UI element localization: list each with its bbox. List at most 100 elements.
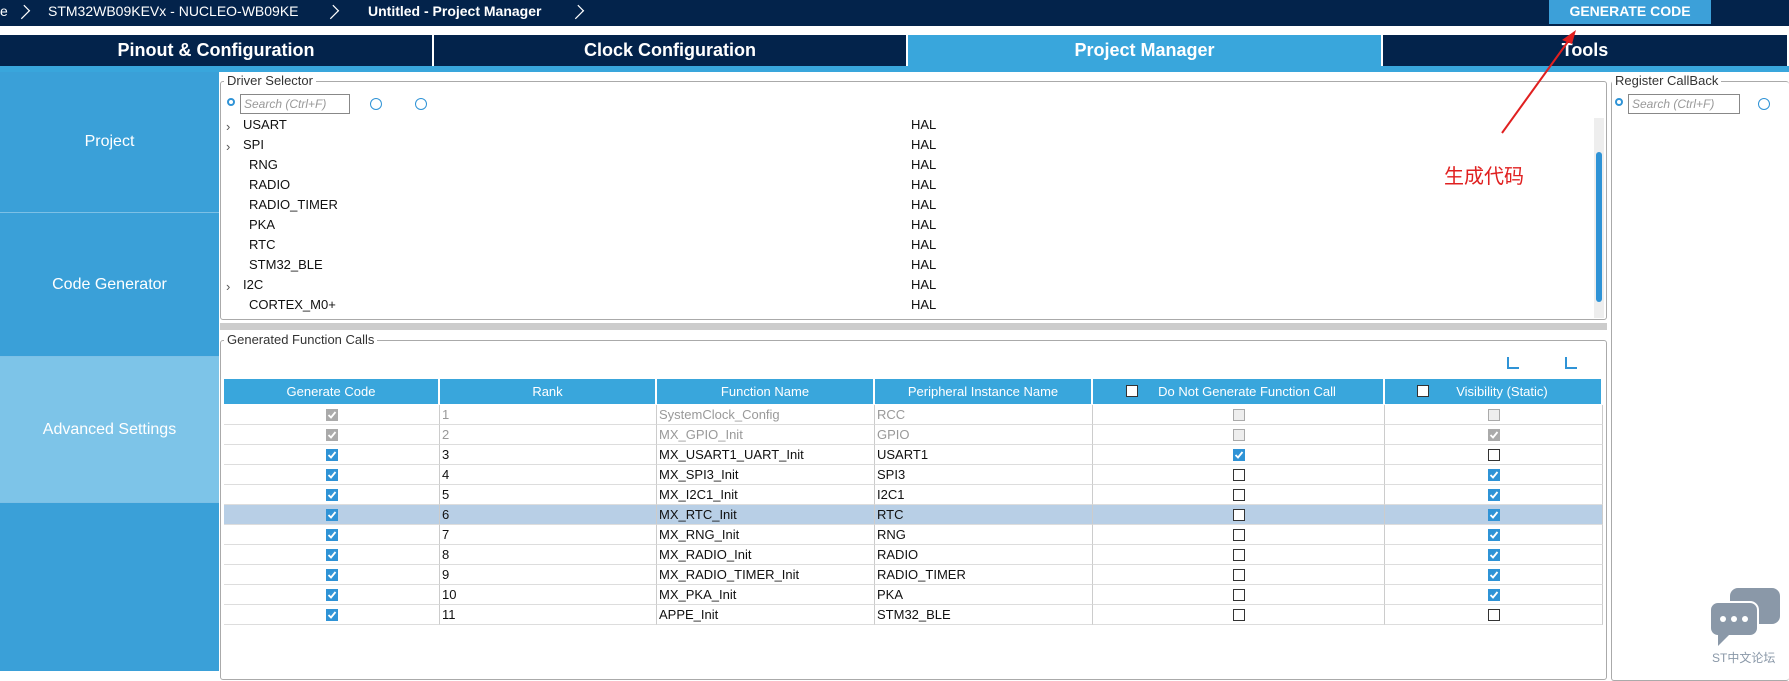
nav-button[interactable] [1758,98,1770,110]
group-title: Generated Function Calls [224,332,378,347]
checkbox[interactable] [326,589,338,601]
tab[interactable]: Project Manager [908,35,1383,66]
breadcrumb[interactable]: e [0,3,8,19]
checkbox[interactable] [1416,385,1429,397]
sidebar-item[interactable]: Code Generator [0,213,219,357]
search-box[interactable]: Search (Ctrl+F) [240,94,350,114]
expand-arrow[interactable]: › [226,139,231,154]
checkbox[interactable] [1233,609,1245,621]
search-icon [1615,98,1623,106]
sort-button[interactable] [1565,357,1577,369]
arrow [1501,30,1576,134]
nav-button[interactable] [370,98,382,110]
driver-type: HAL [911,297,937,312]
table-cell: 6 [440,505,657,525]
check [327,411,337,419]
checkbox[interactable] [1488,529,1500,541]
checkbox[interactable] [1233,469,1245,481]
annotation-arrow [1500,30,1580,135]
checkbox[interactable] [326,609,338,621]
driver-selector [220,81,1607,320]
table-cell: 7 [440,525,657,545]
checkbox[interactable] [326,469,338,481]
table-cell: MX_RTC_Init [657,505,875,525]
checkbox[interactable] [1125,385,1138,397]
driver-name: RADIO [249,177,291,192]
column-header[interactable]: Function Name [657,379,875,404]
table-cell: MX_PKA_Init [657,585,875,605]
table-cell: RNG [875,525,1093,545]
driver-name: PKA [249,217,276,232]
nav-button[interactable] [415,98,427,110]
checkbox[interactable] [1488,549,1500,561]
breadcrumb[interactable]: STM32WB09KEVx - NUCLEO-WB09KE [48,3,299,19]
check [327,551,337,559]
checkbox [326,409,338,421]
checkbox[interactable] [1488,569,1500,581]
checkbox[interactable] [1233,569,1245,581]
driver-type: HAL [911,237,937,252]
expand-arrow[interactable]: › [226,119,231,134]
check [327,471,337,479]
check [1489,571,1499,579]
sort-button[interactable] [1507,357,1519,369]
table-cell: APPE_Init [657,605,875,625]
expand-arrow[interactable]: › [226,279,231,294]
column-header[interactable]: Rank [440,379,657,404]
checkbox[interactable] [1488,469,1500,481]
table-cell: GPIO [875,425,1093,445]
checkbox[interactable] [1233,549,1245,561]
table-cell: I2C1 [875,485,1093,505]
table-cell: 9 [440,565,657,585]
check [327,611,337,619]
table-cell: 1 [440,405,657,425]
checkbox[interactable] [326,449,338,461]
checkbox[interactable] [326,489,338,501]
tab[interactable]: Tools [1383,35,1789,66]
checkbox[interactable] [326,509,338,521]
sidebar-item[interactable]: Project [0,72,219,213]
checkbox[interactable] [1233,509,1245,521]
check [1489,511,1499,519]
checkbox[interactable] [326,549,338,561]
checkbox[interactable] [1233,529,1245,541]
check [1489,431,1499,439]
checkbox[interactable] [1488,589,1500,601]
top-bar [0,0,1789,26]
sidebar-item[interactable]: Advanced Settings [0,357,219,503]
table-cell: MX_SPI3_Init [657,465,875,485]
annotation: 生成代码 [1444,166,1524,188]
checkbox[interactable] [1488,489,1500,501]
tab[interactable]: Clock Configuration [434,35,908,66]
driver-type: HAL [911,257,937,272]
table-cell: MX_RADIO_TIMER_Init [657,565,875,585]
table-cell: 5 [440,485,657,505]
driver-name: USART [243,117,287,132]
separator [220,323,1607,330]
checkbox[interactable] [326,569,338,581]
table-cell: RTC [875,505,1093,525]
table-cell: 11 [440,605,657,625]
checkbox[interactable] [1233,589,1245,601]
checkbox[interactable] [1488,449,1500,461]
checkbox[interactable] [1488,509,1500,521]
checkbox[interactable] [1233,449,1245,461]
table-cell: SPI3 [875,465,1093,485]
search-box[interactable]: Search (Ctrl+F) [1628,94,1740,114]
table-cell: RADIO_TIMER [875,565,1093,585]
column-header[interactable]: Generate Code [224,379,440,404]
checkbox[interactable] [1233,489,1245,501]
column-header[interactable]: Do Not Generate Function Call [1093,379,1385,404]
checkbox [1488,409,1500,421]
table-cell: SystemClock_Config [657,405,875,425]
checkbox[interactable] [1488,609,1500,621]
driver-name: RADIO_TIMER [249,197,338,212]
column-header[interactable]: Peripheral Instance Name [875,379,1093,404]
breadcrumb[interactable]: Untitled - Project Manager [368,3,542,19]
tab[interactable]: Pinout & Configuration [0,35,434,66]
table-cell: 10 [440,585,657,605]
check [1489,491,1499,499]
generate-button[interactable]: GENERATE CODE [1549,0,1711,24]
check [1489,591,1499,599]
checkbox[interactable] [326,529,338,541]
